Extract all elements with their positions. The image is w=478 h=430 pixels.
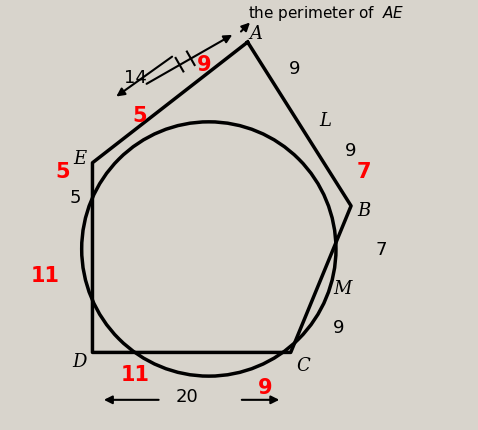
Text: 9: 9 — [258, 377, 272, 397]
Text: 5: 5 — [55, 162, 70, 182]
Text: the perimeter of  $AE$: the perimeter of $AE$ — [248, 4, 404, 23]
Text: 7: 7 — [357, 162, 371, 182]
Text: 11: 11 — [31, 265, 60, 285]
Text: B: B — [358, 202, 370, 220]
Text: 20: 20 — [176, 387, 199, 405]
Text: 5: 5 — [69, 189, 81, 207]
Text: C: C — [297, 356, 311, 375]
Text: 14: 14 — [124, 68, 147, 86]
Text: L: L — [319, 111, 331, 129]
Text: A: A — [250, 25, 263, 43]
Text: 11: 11 — [121, 364, 150, 384]
Text: M: M — [333, 279, 352, 297]
Text: D: D — [72, 352, 87, 370]
Text: 5: 5 — [132, 106, 147, 126]
Text: 7: 7 — [376, 240, 387, 258]
Text: E: E — [73, 150, 86, 168]
Text: 9: 9 — [345, 141, 357, 160]
Text: 9: 9 — [332, 318, 344, 336]
Text: 9: 9 — [289, 60, 301, 78]
Text: 9: 9 — [197, 55, 212, 74]
